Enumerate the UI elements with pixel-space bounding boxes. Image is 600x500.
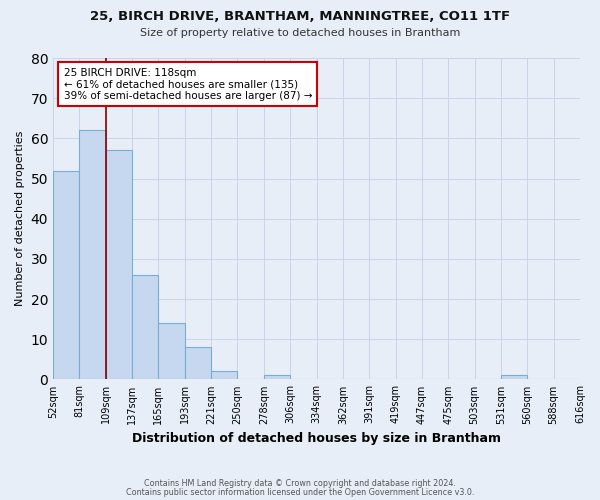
Bar — [53, 170, 79, 380]
Bar — [132, 275, 158, 380]
Bar — [79, 130, 106, 380]
Bar — [264, 376, 290, 380]
Text: 25, BIRCH DRIVE, BRANTHAM, MANNINGTREE, CO11 1TF: 25, BIRCH DRIVE, BRANTHAM, MANNINGTREE, … — [90, 10, 510, 23]
Bar — [185, 348, 211, 380]
Text: Contains HM Land Registry data © Crown copyright and database right 2024.: Contains HM Land Registry data © Crown c… — [144, 478, 456, 488]
Bar — [501, 376, 527, 380]
Text: Size of property relative to detached houses in Brantham: Size of property relative to detached ho… — [140, 28, 460, 38]
Bar — [106, 150, 132, 380]
X-axis label: Distribution of detached houses by size in Brantham: Distribution of detached houses by size … — [132, 432, 501, 445]
Bar — [211, 372, 238, 380]
Bar — [158, 323, 185, 380]
Text: Contains public sector information licensed under the Open Government Licence v3: Contains public sector information licen… — [126, 488, 474, 497]
Text: 25 BIRCH DRIVE: 118sqm
← 61% of detached houses are smaller (135)
39% of semi-de: 25 BIRCH DRIVE: 118sqm ← 61% of detached… — [64, 68, 312, 101]
Y-axis label: Number of detached properties: Number of detached properties — [15, 131, 25, 306]
